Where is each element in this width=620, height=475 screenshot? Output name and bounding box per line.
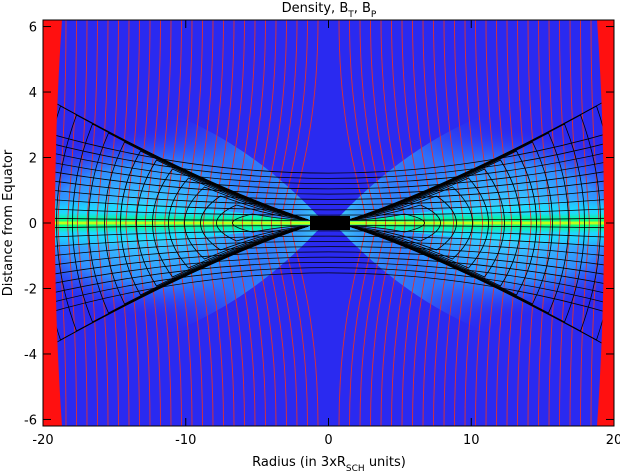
y-tick-label: 2 — [29, 152, 37, 167]
text-part: , B — [354, 1, 371, 16]
x-tick-label: -10 — [175, 433, 196, 448]
y-tick-label: -6 — [24, 413, 37, 428]
core — [310, 216, 350, 230]
y-tick-label: 4 — [29, 86, 37, 101]
x-tick-label: 10 — [463, 433, 480, 448]
text-part: units) — [365, 455, 406, 470]
text-part: SCH — [346, 464, 365, 471]
x-tick-label: 0 — [324, 433, 332, 448]
y-tick-label: 6 — [29, 21, 37, 36]
x-tick-label: 20 — [606, 433, 620, 448]
y-tick-label: -2 — [24, 282, 37, 297]
x-tick-label: -20 — [32, 433, 53, 448]
y-tick-label: 0 — [29, 217, 37, 232]
y-tick-label: -4 — [24, 348, 37, 363]
x-axis-label: Radius (in 3xRSCH units) — [252, 455, 406, 471]
text-part: P — [371, 10, 377, 20]
y-axis-label: Distance from Equator — [1, 149, 16, 296]
text-part: Density, B — [282, 1, 349, 16]
text-part: Radius (in 3xR — [252, 455, 346, 470]
plot-area — [0, 20, 620, 426]
chart-title: Density, BT, BP — [282, 1, 377, 20]
